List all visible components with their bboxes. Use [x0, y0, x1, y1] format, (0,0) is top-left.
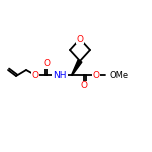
- Text: OMe: OMe: [109, 71, 128, 79]
- Text: O: O: [76, 35, 83, 43]
- Text: O: O: [31, 71, 38, 79]
- Text: NH: NH: [53, 71, 67, 79]
- Text: O: O: [43, 59, 50, 69]
- Text: O: O: [81, 81, 88, 90]
- Polygon shape: [72, 60, 82, 75]
- Text: O: O: [93, 71, 100, 79]
